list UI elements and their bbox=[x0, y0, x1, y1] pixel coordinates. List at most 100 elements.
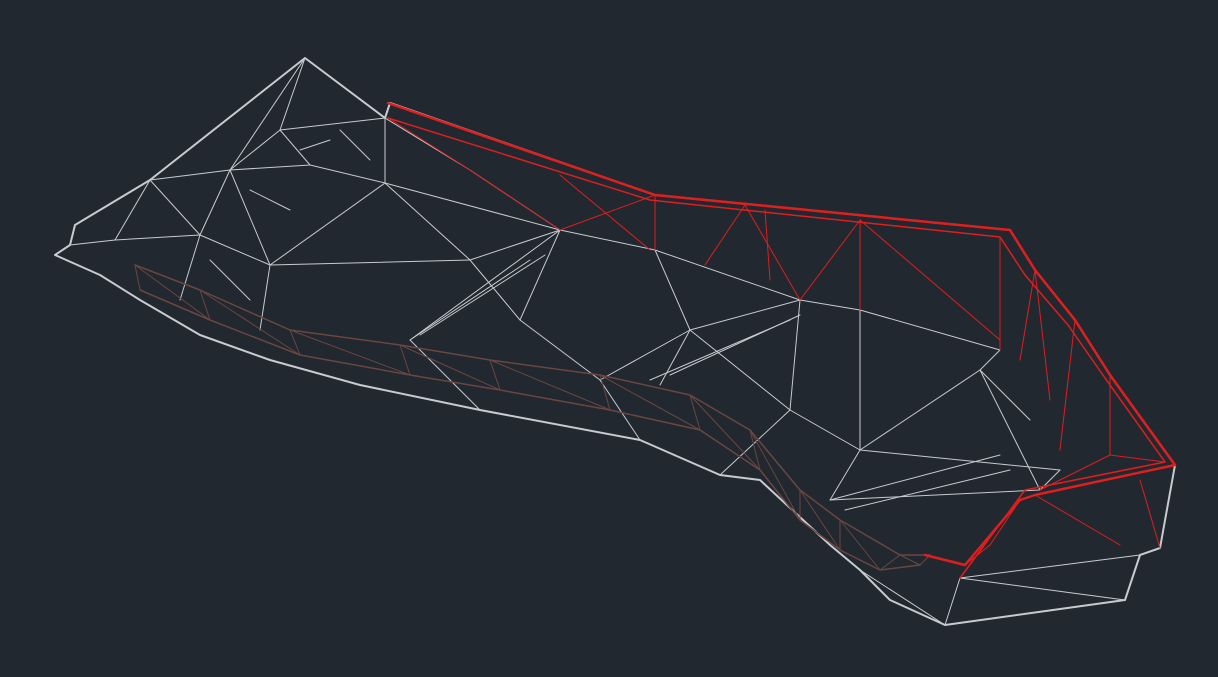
mesh-edge bbox=[69, 239, 116, 246]
red-edge bbox=[469, 169, 561, 231]
mesh-edge bbox=[789, 299, 801, 411]
mesh-edge bbox=[299, 139, 331, 151]
channel-diagonal-edge bbox=[599, 374, 701, 431]
channel-diagonal-edge bbox=[489, 359, 611, 411]
mesh-edge bbox=[199, 234, 271, 266]
channel-cross-edge bbox=[399, 344, 411, 376]
channel-cross-edge bbox=[689, 394, 701, 431]
mesh-edge bbox=[279, 57, 306, 131]
mesh-edge bbox=[859, 369, 981, 451]
tin-mesh-triangulation bbox=[54, 57, 1176, 626]
mesh-edge bbox=[959, 554, 1141, 579]
mesh-edge bbox=[179, 234, 201, 301]
mesh-edge bbox=[829, 489, 1041, 501]
red-edge bbox=[859, 219, 1001, 341]
mesh-edge bbox=[689, 299, 801, 331]
mesh-edge bbox=[259, 264, 271, 331]
mesh-edge bbox=[599, 329, 691, 381]
mesh-edge bbox=[654, 249, 691, 331]
mesh-edge bbox=[859, 569, 946, 626]
red-edge bbox=[1059, 319, 1076, 451]
mesh-edge bbox=[559, 229, 656, 251]
channel-cross-edge bbox=[599, 374, 611, 411]
mesh-edge bbox=[469, 229, 561, 261]
mesh-edge bbox=[979, 369, 1041, 491]
mesh-edge bbox=[799, 299, 861, 311]
channel-bottom-edge bbox=[139, 289, 921, 571]
mesh-edge bbox=[409, 259, 531, 341]
mesh-edge bbox=[859, 309, 1001, 351]
mesh-edge bbox=[654, 249, 801, 301]
red-edge bbox=[744, 204, 801, 301]
mesh-edge bbox=[114, 234, 201, 241]
red-edge bbox=[559, 194, 656, 231]
red-edge bbox=[1034, 269, 1051, 401]
mesh-edge bbox=[859, 449, 1061, 471]
red-edge bbox=[989, 499, 1021, 546]
channel-diagonal-edge bbox=[749, 429, 801, 521]
channel-diagonal-edge bbox=[399, 344, 501, 391]
mesh-edge bbox=[229, 57, 306, 171]
mesh-edge bbox=[269, 259, 471, 266]
mesh-edge bbox=[719, 409, 791, 476]
mesh-edge bbox=[789, 409, 861, 451]
red-edge bbox=[764, 209, 771, 281]
channel-cross-edge bbox=[134, 264, 141, 291]
mesh-edge bbox=[229, 164, 311, 171]
channel-diagonal-edge bbox=[289, 329, 411, 376]
red-edge bbox=[387, 117, 471, 171]
channel-diagonal-edge bbox=[199, 289, 301, 356]
channel-diagonal-edge bbox=[134, 264, 211, 321]
red-edge bbox=[1139, 479, 1161, 549]
channel-diagonal-edge bbox=[689, 394, 761, 471]
mesh-outline bbox=[54, 57, 1176, 626]
mesh-edge bbox=[979, 369, 1031, 421]
mesh-edge bbox=[229, 129, 281, 171]
mesh-edge bbox=[689, 329, 791, 411]
channel-diagonal-edge bbox=[899, 554, 921, 566]
channel-cross-edge bbox=[879, 554, 901, 571]
mesh-edge bbox=[309, 164, 386, 184]
red-edge bbox=[704, 204, 746, 266]
mesh-edge bbox=[944, 577, 961, 626]
channel-mesh bbox=[134, 264, 931, 571]
mesh-edge bbox=[229, 169, 271, 266]
red-boundary-inner bbox=[387, 117, 1166, 579]
red-edge bbox=[1019, 269, 1036, 361]
mesh-edge bbox=[959, 577, 1126, 601]
mesh-edge bbox=[844, 469, 1011, 511]
channel-cross-edge bbox=[489, 359, 501, 391]
mesh-edge bbox=[519, 229, 561, 321]
mesh-edge bbox=[114, 179, 151, 241]
channel-cross-edge bbox=[289, 329, 301, 356]
red-edge bbox=[1109, 454, 1166, 463]
channel-cross-edge bbox=[749, 429, 761, 471]
mesh-edge bbox=[339, 129, 371, 161]
mesh-edge bbox=[149, 179, 201, 236]
mesh-edge bbox=[599, 379, 641, 441]
red-boundary-polyline bbox=[386, 101, 1177, 579]
mesh-edge bbox=[829, 454, 1001, 501]
channel-cross-edge bbox=[199, 289, 211, 321]
red-edge bbox=[559, 174, 651, 251]
red-edge bbox=[1034, 494, 1121, 546]
channel-diagonal-edge bbox=[839, 519, 881, 571]
mesh-edge bbox=[199, 169, 231, 236]
mesh-edge bbox=[249, 189, 291, 211]
mesh-edge bbox=[519, 319, 601, 381]
mesh-edge bbox=[979, 349, 1001, 371]
channel-top-edge bbox=[134, 264, 931, 556]
mesh-edge bbox=[269, 182, 386, 266]
mesh-edge bbox=[829, 449, 861, 501]
mesh-edge bbox=[409, 339, 481, 411]
mesh-edge bbox=[469, 259, 521, 321]
mesh-edge bbox=[659, 329, 691, 386]
red-edge bbox=[799, 219, 861, 301]
mesh-edge bbox=[419, 254, 546, 336]
channel-diagonal-edge bbox=[799, 489, 841, 551]
mesh-edge bbox=[279, 117, 386, 131]
mesh-edge bbox=[209, 259, 251, 301]
mesh-edge bbox=[409, 229, 561, 341]
